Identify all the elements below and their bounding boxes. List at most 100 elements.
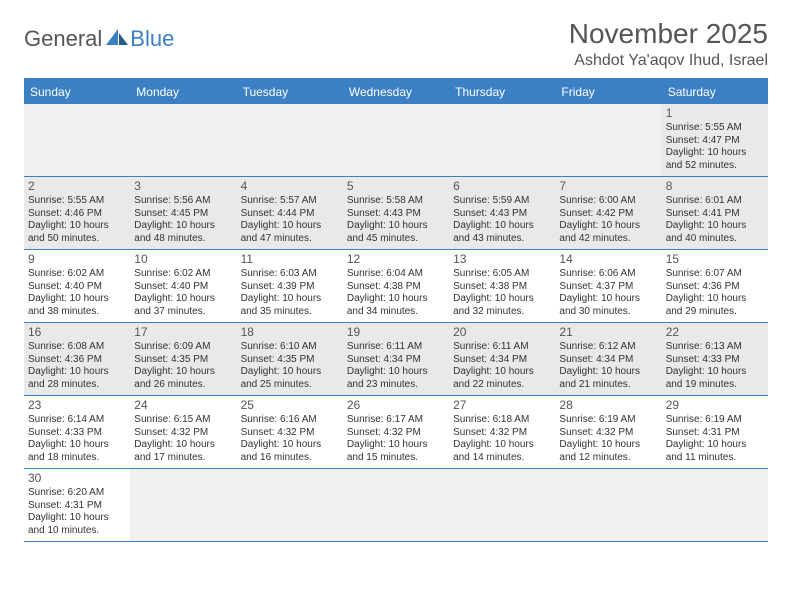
daylight-line: Daylight: 10 hours and 10 minutes.	[28, 512, 126, 537]
day-number: 26	[347, 398, 445, 413]
empty-cell	[130, 469, 236, 541]
day-cell: 18Sunrise: 6:10 AMSunset: 4:35 PMDayligh…	[237, 323, 343, 395]
daylight-line: Daylight: 10 hours and 40 minutes.	[666, 220, 764, 245]
day-cell: 15Sunrise: 6:07 AMSunset: 4:36 PMDayligh…	[662, 250, 768, 322]
day-cell: 11Sunrise: 6:03 AMSunset: 4:39 PMDayligh…	[237, 250, 343, 322]
day-number: 2	[28, 179, 126, 194]
day-number: 30	[28, 471, 126, 486]
day-header: Thursday	[449, 80, 555, 104]
sunrise-line: Sunrise: 5:58 AM	[347, 195, 445, 208]
day-number: 14	[559, 252, 657, 267]
day-cell: 6Sunrise: 5:59 AMSunset: 4:43 PMDaylight…	[449, 177, 555, 249]
day-cell: 8Sunrise: 6:01 AMSunset: 4:41 PMDaylight…	[662, 177, 768, 249]
day-cell: 26Sunrise: 6:17 AMSunset: 4:32 PMDayligh…	[343, 396, 449, 468]
daylight-line: Daylight: 10 hours and 18 minutes.	[28, 439, 126, 464]
sunrise-line: Sunrise: 5:57 AM	[241, 195, 339, 208]
day-number: 4	[241, 179, 339, 194]
day-number: 29	[666, 398, 764, 413]
day-number: 7	[559, 179, 657, 194]
sunset-line: Sunset: 4:34 PM	[453, 354, 551, 367]
sunset-line: Sunset: 4:34 PM	[559, 354, 657, 367]
day-cell: 9Sunrise: 6:02 AMSunset: 4:40 PMDaylight…	[24, 250, 130, 322]
daylight-line: Daylight: 10 hours and 52 minutes.	[666, 147, 764, 172]
daylight-line: Daylight: 10 hours and 21 minutes.	[559, 366, 657, 391]
daylight-line: Daylight: 10 hours and 32 minutes.	[453, 293, 551, 318]
sunset-line: Sunset: 4:43 PM	[347, 208, 445, 221]
day-cell: 3Sunrise: 5:56 AMSunset: 4:45 PMDaylight…	[130, 177, 236, 249]
day-header: Tuesday	[237, 80, 343, 104]
empty-cell	[555, 469, 661, 541]
day-cell: 14Sunrise: 6:06 AMSunset: 4:37 PMDayligh…	[555, 250, 661, 322]
week-row: 23Sunrise: 6:14 AMSunset: 4:33 PMDayligh…	[24, 396, 768, 469]
week-row: 30Sunrise: 6:20 AMSunset: 4:31 PMDayligh…	[24, 469, 768, 542]
day-cell: 23Sunrise: 6:14 AMSunset: 4:33 PMDayligh…	[24, 396, 130, 468]
daylight-line: Daylight: 10 hours and 29 minutes.	[666, 293, 764, 318]
day-cell: 16Sunrise: 6:08 AMSunset: 4:36 PMDayligh…	[24, 323, 130, 395]
sunrise-line: Sunrise: 6:02 AM	[134, 268, 232, 281]
daylight-line: Daylight: 10 hours and 14 minutes.	[453, 439, 551, 464]
day-cell: 28Sunrise: 6:19 AMSunset: 4:32 PMDayligh…	[555, 396, 661, 468]
day-number: 6	[453, 179, 551, 194]
week-row: 9Sunrise: 6:02 AMSunset: 4:40 PMDaylight…	[24, 250, 768, 323]
sunset-line: Sunset: 4:33 PM	[28, 427, 126, 440]
day-header: Monday	[130, 80, 236, 104]
sunset-line: Sunset: 4:45 PM	[134, 208, 232, 221]
sunset-line: Sunset: 4:43 PM	[453, 208, 551, 221]
location-label: Ashdot Ya'aqov Ihud, Israel	[569, 52, 768, 70]
header: General Blue November 2025 Ashdot Ya'aqo…	[24, 18, 768, 70]
sunrise-line: Sunrise: 6:16 AM	[241, 414, 339, 427]
sunset-line: Sunset: 4:32 PM	[134, 427, 232, 440]
day-cell: 17Sunrise: 6:09 AMSunset: 4:35 PMDayligh…	[130, 323, 236, 395]
sunset-line: Sunset: 4:38 PM	[453, 281, 551, 294]
sunrise-line: Sunrise: 5:56 AM	[134, 195, 232, 208]
weeks-container: 1Sunrise: 5:55 AMSunset: 4:47 PMDaylight…	[24, 104, 768, 542]
sunrise-line: Sunrise: 6:00 AM	[559, 195, 657, 208]
sunrise-line: Sunrise: 6:11 AM	[347, 341, 445, 354]
day-cell: 19Sunrise: 6:11 AMSunset: 4:34 PMDayligh…	[343, 323, 449, 395]
day-cell: 13Sunrise: 6:05 AMSunset: 4:38 PMDayligh…	[449, 250, 555, 322]
day-number: 16	[28, 325, 126, 340]
empty-cell	[555, 104, 661, 176]
daylight-line: Daylight: 10 hours and 22 minutes.	[453, 366, 551, 391]
day-number: 20	[453, 325, 551, 340]
sunrise-line: Sunrise: 6:12 AM	[559, 341, 657, 354]
day-number: 3	[134, 179, 232, 194]
day-header-row: SundayMondayTuesdayWednesdayThursdayFrid…	[24, 80, 768, 104]
day-cell: 24Sunrise: 6:15 AMSunset: 4:32 PMDayligh…	[130, 396, 236, 468]
empty-cell	[343, 104, 449, 176]
day-number: 13	[453, 252, 551, 267]
sunset-line: Sunset: 4:36 PM	[666, 281, 764, 294]
daylight-line: Daylight: 10 hours and 16 minutes.	[241, 439, 339, 464]
sunrise-line: Sunrise: 5:55 AM	[666, 122, 764, 135]
week-row: 2Sunrise: 5:55 AMSunset: 4:46 PMDaylight…	[24, 177, 768, 250]
calendar: SundayMondayTuesdayWednesdayThursdayFrid…	[24, 78, 768, 542]
day-number: 12	[347, 252, 445, 267]
sunrise-line: Sunrise: 6:17 AM	[347, 414, 445, 427]
daylight-line: Daylight: 10 hours and 35 minutes.	[241, 293, 339, 318]
day-cell: 22Sunrise: 6:13 AMSunset: 4:33 PMDayligh…	[662, 323, 768, 395]
empty-cell	[237, 104, 343, 176]
day-header: Sunday	[24, 80, 130, 104]
sunrise-line: Sunrise: 6:01 AM	[666, 195, 764, 208]
day-number: 9	[28, 252, 126, 267]
daylight-line: Daylight: 10 hours and 23 minutes.	[347, 366, 445, 391]
empty-cell	[343, 469, 449, 541]
sunset-line: Sunset: 4:34 PM	[347, 354, 445, 367]
sunrise-line: Sunrise: 6:19 AM	[666, 414, 764, 427]
daylight-line: Daylight: 10 hours and 17 minutes.	[134, 439, 232, 464]
day-number: 28	[559, 398, 657, 413]
day-number: 10	[134, 252, 232, 267]
daylight-line: Daylight: 10 hours and 47 minutes.	[241, 220, 339, 245]
day-cell: 7Sunrise: 6:00 AMSunset: 4:42 PMDaylight…	[555, 177, 661, 249]
day-cell: 2Sunrise: 5:55 AMSunset: 4:46 PMDaylight…	[24, 177, 130, 249]
daylight-line: Daylight: 10 hours and 45 minutes.	[347, 220, 445, 245]
daylight-line: Daylight: 10 hours and 12 minutes.	[559, 439, 657, 464]
day-cell: 12Sunrise: 6:04 AMSunset: 4:38 PMDayligh…	[343, 250, 449, 322]
week-row: 16Sunrise: 6:08 AMSunset: 4:36 PMDayligh…	[24, 323, 768, 396]
sunrise-line: Sunrise: 6:20 AM	[28, 487, 126, 500]
daylight-line: Daylight: 10 hours and 43 minutes.	[453, 220, 551, 245]
sunrise-line: Sunrise: 6:05 AM	[453, 268, 551, 281]
day-header: Wednesday	[343, 80, 449, 104]
logo-text-general: General	[24, 26, 102, 52]
day-number: 15	[666, 252, 764, 267]
